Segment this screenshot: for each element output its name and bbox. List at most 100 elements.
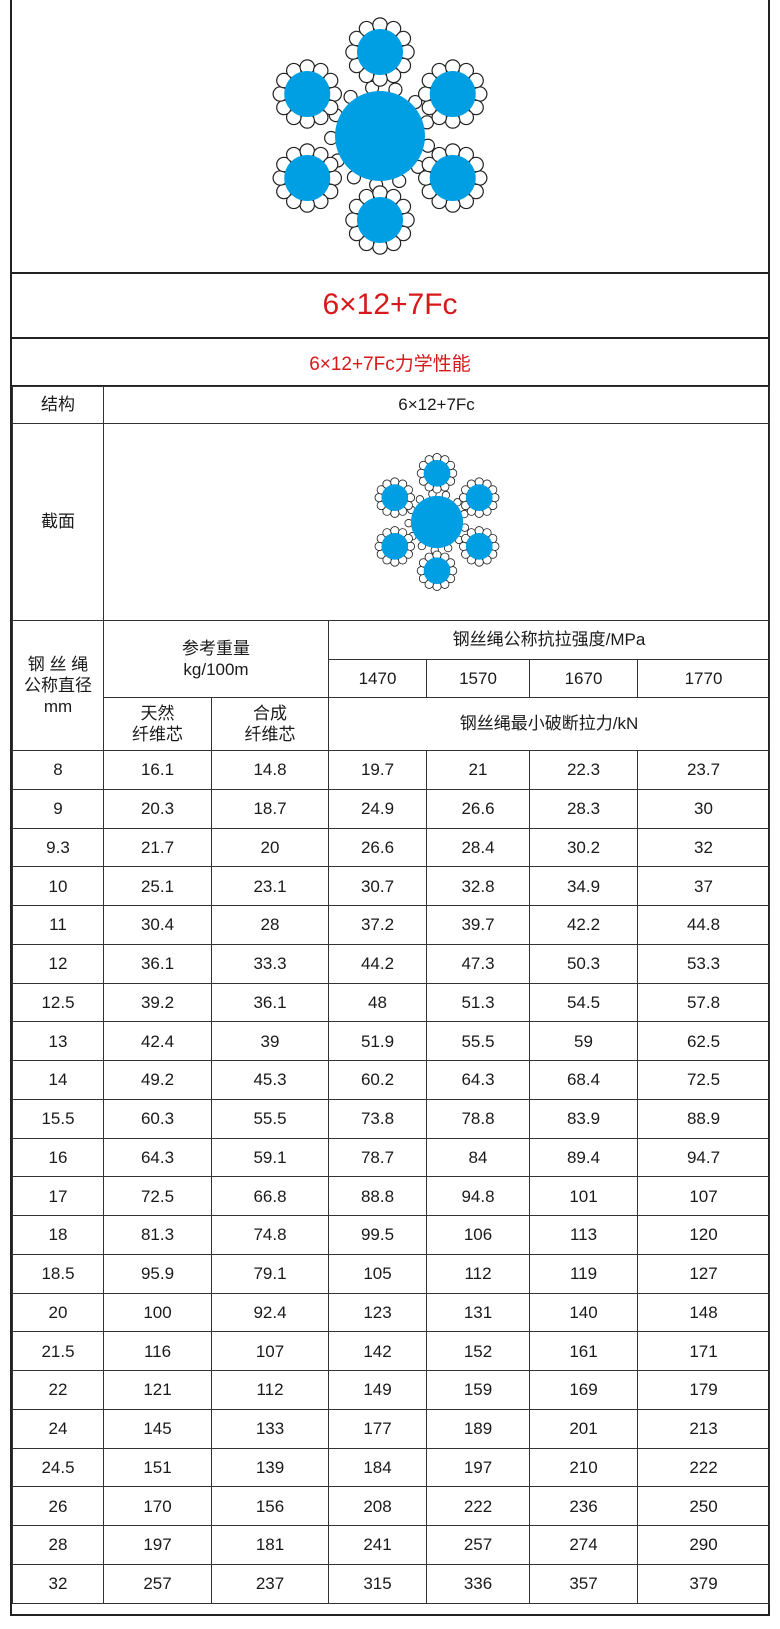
force-1470-cell: 123: [328, 1292, 427, 1333]
grade-1670: 1670: [529, 659, 638, 698]
strand-fibre-core: [284, 71, 331, 117]
synthetic-core-line-2: 纤维芯: [244, 725, 296, 744]
force-1770-cell: 171: [636, 1331, 771, 1371]
force-1470-cell: 105: [328, 1253, 427, 1294]
natural-core-weight-cell: 170: [103, 1486, 212, 1526]
table-row: 18 81.3 74.8 99.5 106 113 120: [12, 1215, 771, 1255]
force-1670-cell: 236: [529, 1486, 638, 1526]
force-1770-cell: 88.9: [636, 1098, 771, 1139]
mechanical-properties-title: 6×12+7Fc力学性能: [12, 339, 768, 387]
synthetic-core-weight-cell: 92.4: [211, 1292, 329, 1333]
synthetic-core-weight-cell: 107: [211, 1331, 329, 1371]
synthetic-core-weight-cell: 23.1: [211, 866, 329, 906]
section-image-cell: [102, 423, 771, 621]
force-1570-cell: 51.3: [426, 982, 530, 1023]
weight-header: 参考重量 kg/100m: [103, 620, 329, 698]
table-row: 17 72.5 66.8 88.8 94.8 101 107: [12, 1176, 771, 1216]
section-label: 截面: [12, 423, 104, 621]
table-row: 9.3 21.7 20 26.6 28.4 30.2 32: [12, 827, 771, 868]
force-1670-cell: 357: [529, 1563, 638, 1604]
table-row: 22 121 112 149 159 169 179: [12, 1370, 771, 1410]
force-1770-cell: 250: [636, 1486, 771, 1526]
force-1570-cell: 84: [426, 1137, 530, 1178]
force-1470-cell: 51.9: [328, 1021, 427, 1061]
force-1770-cell: 30: [636, 788, 771, 829]
force-1570-cell: 131: [426, 1292, 530, 1333]
force-1670-cell: 274: [529, 1525, 638, 1565]
force-1470-cell: 24.9: [328, 788, 427, 829]
diameter-cell: 12: [12, 943, 104, 984]
force-1770-cell: 107: [636, 1176, 771, 1216]
force-1670-cell: 140: [529, 1292, 638, 1333]
synthetic-core-weight-cell: 55.5: [211, 1098, 329, 1139]
force-1770-cell: 94.7: [636, 1137, 771, 1178]
grade-1770: 1770: [636, 659, 771, 698]
synthetic-core-weight-cell: 237: [211, 1563, 329, 1604]
table-row: 12.5 39.2 36.1 48 51.3 54.5 57.8: [12, 982, 771, 1023]
diameter-header-line-1: 钢 丝 绳: [27, 654, 89, 674]
strand-fibre-core: [357, 197, 403, 243]
diameter-header-unit: mm: [43, 697, 73, 717]
synthetic-core-weight-cell: 36.1: [211, 982, 329, 1023]
natural-core-weight-cell: 81.3: [103, 1215, 212, 1255]
diameter-cell: 18: [12, 1215, 104, 1255]
force-1770-cell: 62.5: [636, 1021, 771, 1061]
force-1570-cell: 106: [426, 1215, 530, 1255]
force-1470-cell: 37.2: [328, 905, 427, 945]
force-1470-cell: 315: [328, 1563, 427, 1604]
force-1670-cell: 42.2: [529, 905, 638, 945]
table-row: 8 16.1 14.8 19.7 21 22.3 23.7: [12, 750, 771, 790]
force-1770-cell: 53.3: [636, 943, 771, 984]
synthetic-core-weight-cell: 33.3: [211, 943, 329, 984]
diameter-cell: 9: [12, 788, 104, 829]
diameter-cell: 9.3: [12, 827, 104, 868]
natural-core-weight-cell: 39.2: [103, 982, 212, 1023]
spec-sheet: 6×12+7Fc 6×12+7Fc力学性能 结构 6×12+7Fc 截面 钢 丝…: [10, 0, 771, 1616]
diameter-cell: 16: [12, 1137, 104, 1178]
synthetic-core-weight-cell: 28: [211, 905, 329, 945]
force-1670-cell: 54.5: [529, 982, 638, 1023]
force-1670-cell: 83.9: [529, 1098, 638, 1139]
natural-core-line-2: 纤维芯: [132, 725, 183, 744]
natural-core-weight-cell: 145: [103, 1408, 212, 1449]
force-1670-cell: 68.4: [529, 1060, 638, 1100]
force-1470-cell: 99.5: [328, 1215, 427, 1255]
force-1670-cell: 59: [529, 1021, 638, 1061]
synthetic-core-weight-cell: 181: [211, 1525, 329, 1565]
product-title: 6×12+7Fc: [12, 272, 768, 339]
force-1670-cell: 101: [529, 1176, 638, 1216]
diameter-cell: 20: [12, 1292, 104, 1333]
natural-core-weight-cell: 257: [103, 1563, 212, 1604]
strand-fibre-core: [380, 533, 408, 560]
force-1470-cell: 184: [328, 1447, 427, 1488]
natural-core-weight-cell: 49.2: [103, 1060, 212, 1100]
table-row: 21.5 116 107 142 152 161 171: [12, 1331, 771, 1371]
natural-core-weight-cell: 151: [103, 1447, 212, 1488]
synthetic-core-weight-cell: 133: [211, 1408, 329, 1449]
force-1570-cell: 159: [426, 1370, 530, 1410]
natural-core-weight-cell: 36.1: [103, 943, 212, 984]
force-1470-cell: 44.2: [328, 943, 427, 984]
strand-fibre-core: [429, 71, 476, 117]
synthetic-core-weight-cell: 66.8: [211, 1176, 329, 1216]
force-1670-cell: 119: [529, 1253, 638, 1294]
force-1770-cell: 37: [636, 866, 771, 906]
force-1770-cell: 120: [636, 1215, 771, 1255]
diameter-cell: 12.5: [12, 982, 104, 1023]
synthetic-core-weight-cell: 74.8: [211, 1215, 329, 1255]
diameter-cell: 24: [12, 1408, 104, 1449]
force-1670-cell: 89.4: [529, 1137, 638, 1178]
structure-label: 结构: [12, 386, 104, 424]
force-1770-cell: 32: [636, 827, 771, 868]
strand-fibre-core: [284, 155, 331, 201]
natural-core-weight-cell: 42.4: [103, 1021, 212, 1061]
table-row: 14 49.2 45.3 60.2 64.3 68.4 72.5: [12, 1060, 771, 1100]
tensile-strength-header: 钢丝绳公称抗拉强度/MPa: [327, 620, 771, 660]
force-1570-cell: 257: [426, 1525, 530, 1565]
force-1770-cell: 290: [636, 1525, 771, 1565]
natural-core-weight-cell: 30.4: [103, 905, 212, 945]
natural-core-weight-cell: 95.9: [103, 1253, 212, 1294]
synthetic-core-weight-cell: 18.7: [211, 788, 329, 829]
synthetic-core-header: 合成 纤维芯: [211, 697, 329, 751]
fibre-core: [335, 91, 425, 181]
